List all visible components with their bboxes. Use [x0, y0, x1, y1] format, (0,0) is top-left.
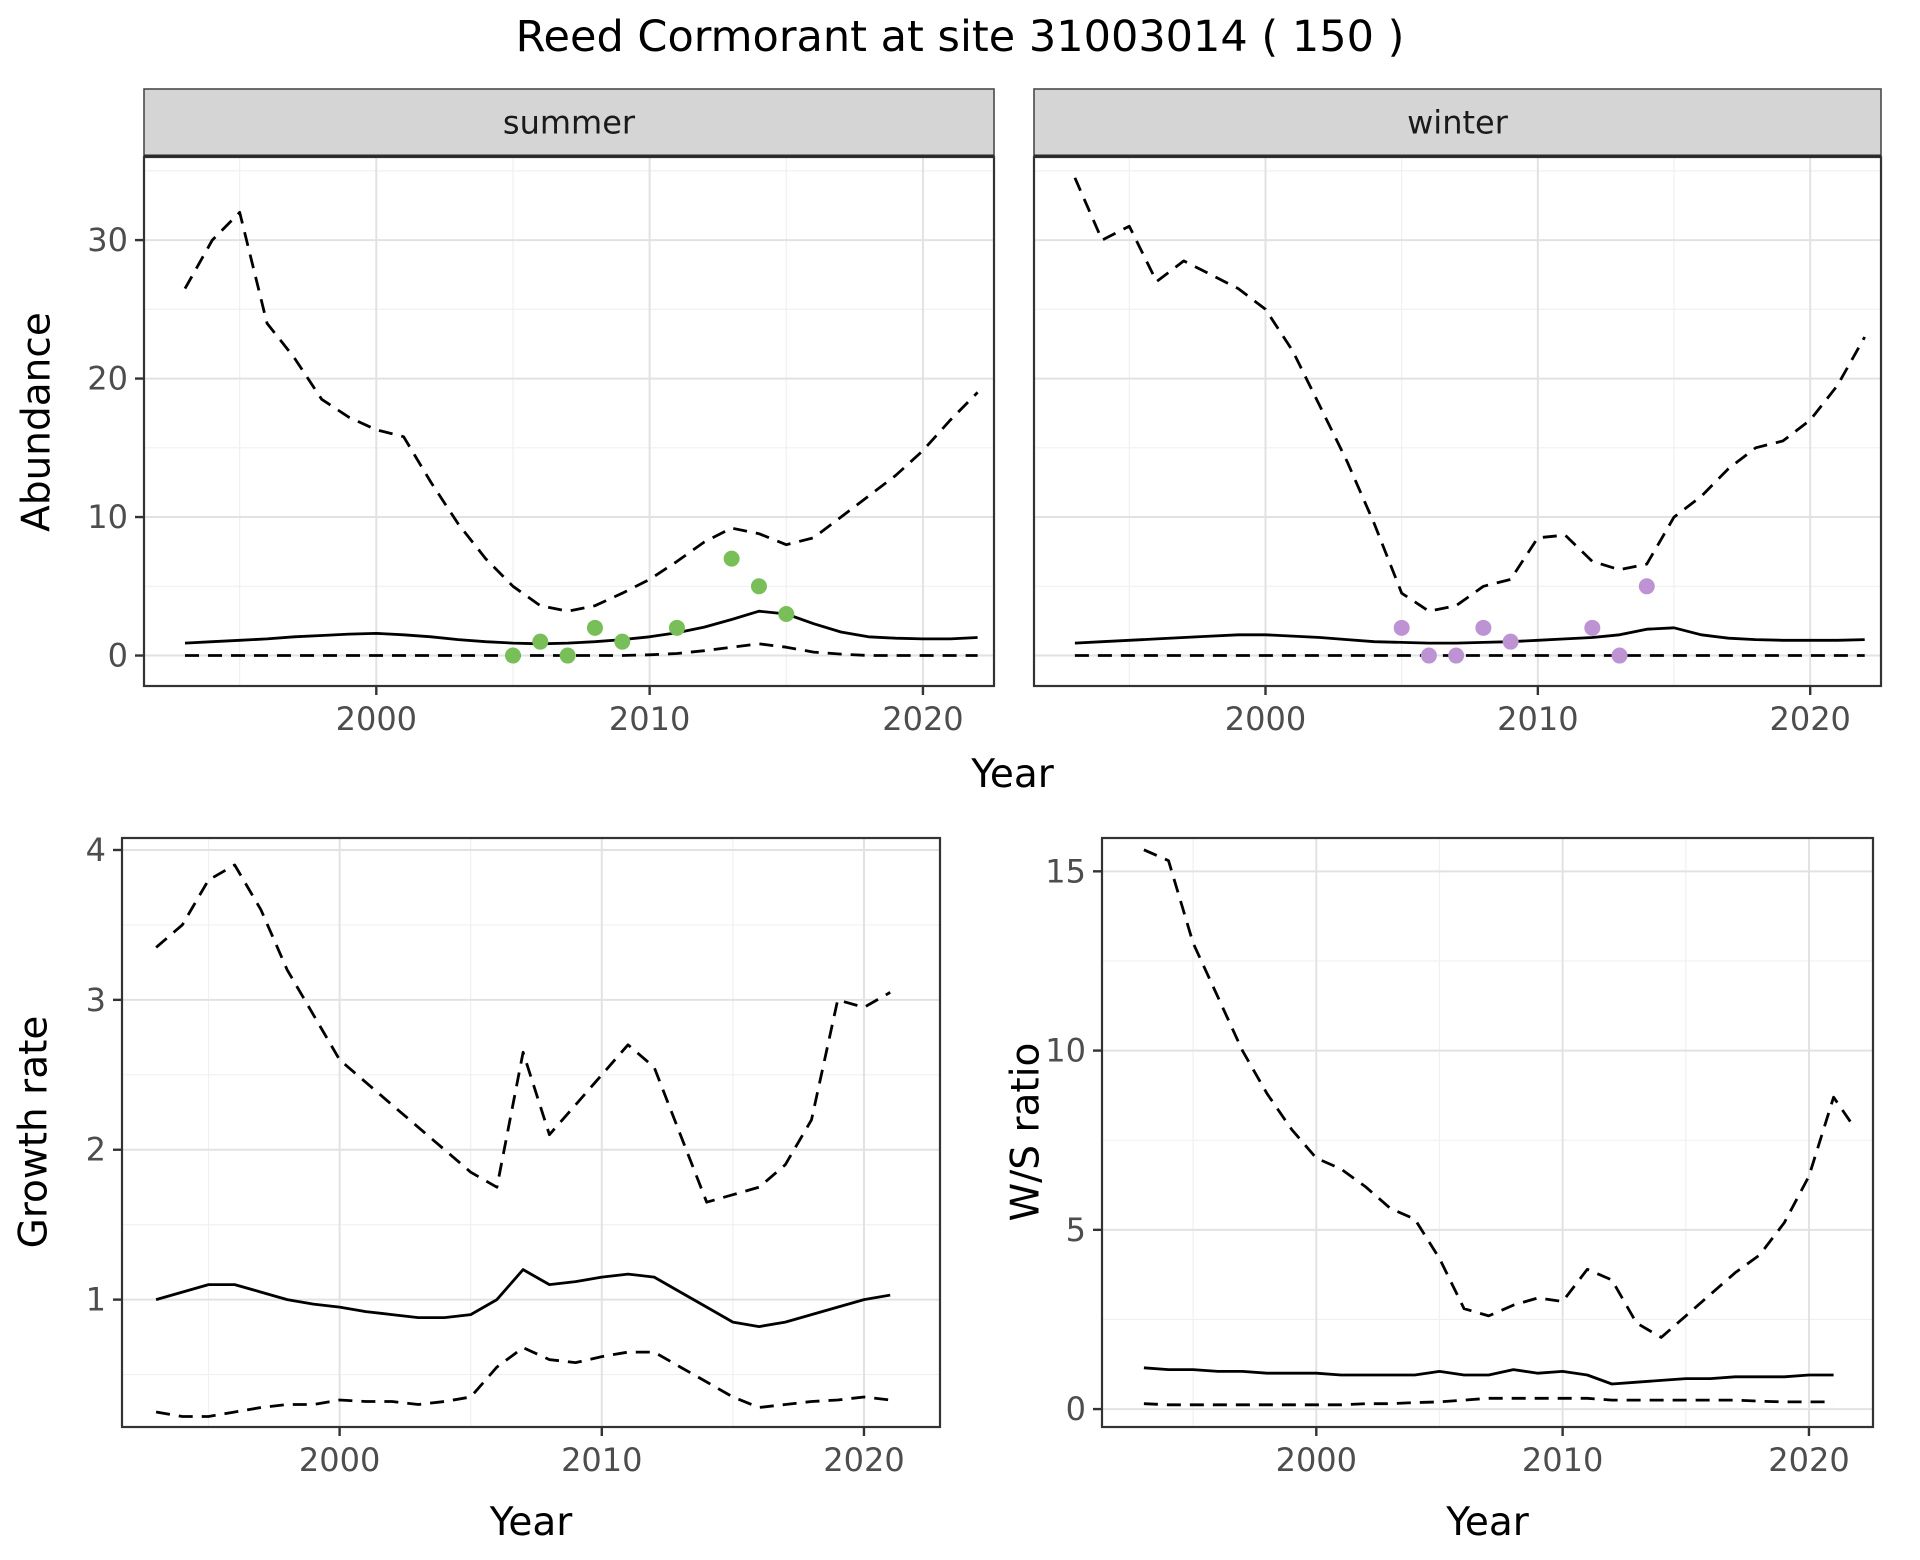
abundance-x-axis-title: Year — [971, 752, 1054, 797]
growth-rate-panel: 2000 2010 2020 1 2 3 4 — [86, 831, 942, 1479]
svg-text:2010: 2010 — [609, 700, 690, 738]
svg-text:10: 10 — [87, 498, 128, 536]
svg-text:2020: 2020 — [1768, 1441, 1849, 1479]
svg-text:2010: 2010 — [1497, 700, 1578, 738]
svg-text:2010: 2010 — [561, 1441, 642, 1479]
svg-text:2000: 2000 — [1225, 700, 1306, 738]
chart-title: Reed Cormorant at site 31003014 ( 150 ) — [515, 12, 1405, 62]
svg-text:2010: 2010 — [1522, 1441, 1603, 1479]
abundance-axis-title: Abundance — [14, 312, 60, 532]
svg-text:2020: 2020 — [823, 1441, 904, 1479]
svg-text:winter: winter — [1407, 104, 1509, 142]
ws-ratio-x-axis-title: Year — [1446, 1500, 1529, 1545]
ws-ratio-panel: 2000 2010 2020 0 5 10 15 — [1045, 836, 1875, 1479]
svg-text:0: 0 — [108, 637, 128, 675]
growth-rate-x-axis-title: Year — [489, 1500, 573, 1545]
svg-text:2000: 2000 — [1276, 1441, 1357, 1479]
svg-text:30: 30 — [87, 221, 128, 259]
svg-text:1: 1 — [86, 1281, 106, 1319]
abundance-summer-panel: summer 2000 2010 2020 0 10 20 30 — [87, 88, 996, 738]
svg-text:summer: summer — [503, 104, 636, 142]
growth-rate-axis-title: Growth rate — [11, 1015, 57, 1249]
svg-text:2020: 2020 — [1769, 700, 1850, 738]
svg-text:0: 0 — [1066, 1390, 1086, 1428]
svg-text:2000: 2000 — [336, 700, 417, 738]
svg-text:4: 4 — [86, 831, 106, 869]
svg-text:20: 20 — [87, 360, 128, 398]
svg-text:2020: 2020 — [882, 700, 963, 738]
svg-text:3: 3 — [86, 981, 106, 1019]
svg-text:2000: 2000 — [299, 1441, 380, 1479]
svg-text:10: 10 — [1045, 1032, 1086, 1070]
svg-text:2: 2 — [86, 1131, 106, 1169]
svg-text:15: 15 — [1045, 852, 1086, 890]
abundance-winter-panel: winter 2000 2010 2020 — [1032, 88, 1883, 738]
svg-text:5: 5 — [1066, 1211, 1086, 1249]
